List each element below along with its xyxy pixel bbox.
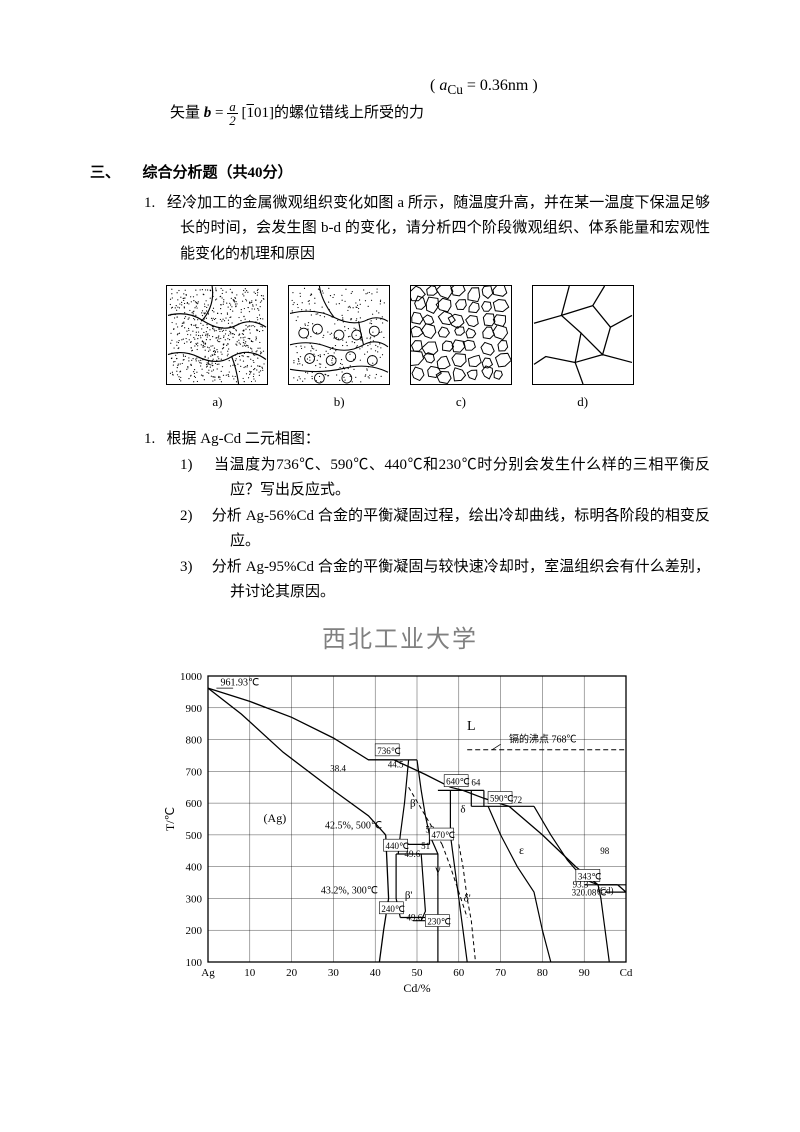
watermark-text: 西北工业大学 xyxy=(90,620,710,661)
svg-text:470℃: 470℃ xyxy=(432,830,456,840)
intro-line: ( aCu = 0.36nm ) 矢量 b = a 2 [101]的螺位错线上所… xyxy=(170,100,710,127)
svg-text:49.6: 49.6 xyxy=(404,850,420,860)
svg-text:Ag: Ag xyxy=(201,967,215,979)
q1-text: 经冷加工的金属微观组织变化如图 a 所示，随温度升高，并在某一温度下保温足够长的… xyxy=(167,195,710,262)
svg-text:590℃: 590℃ xyxy=(490,794,514,804)
section-title: 综合分析题（共40分） xyxy=(143,165,293,181)
q2-3-text: 分析 Ag-95%Cd 合金的平衡凝固与较快速冷却时，室温组织会有什么差别，并讨… xyxy=(212,559,710,601)
param-val: = 0.36nm xyxy=(463,77,528,94)
q2-1-text: 当温度为736℃、590℃、440℃和230℃时分别会发生什么样的三相平衡反应？… xyxy=(214,457,710,499)
svg-text:900: 900 xyxy=(186,703,203,715)
svg-text:40: 40 xyxy=(370,967,382,979)
intro-pre: 矢量 xyxy=(170,105,200,121)
intro-post: 的螺位错线上所受的力 xyxy=(274,105,424,121)
micro-c-svg xyxy=(410,285,512,385)
q2-num: 1. xyxy=(144,431,155,447)
micro-a-label: a) xyxy=(166,391,268,413)
svg-text:700: 700 xyxy=(186,767,203,779)
svg-text:90: 90 xyxy=(579,967,591,979)
section-3: 三、 综合分析题（共40分） 1. 经冷加工的金属微观组织变化如图 a 所示，随… xyxy=(90,161,710,1006)
svg-text:400: 400 xyxy=(186,862,203,874)
svg-text:(Ag): (Ag) xyxy=(264,812,287,826)
question-2-1: 1) 当温度为736℃、590℃、440℃和230℃时分别会发生什么样的三相平衡… xyxy=(180,453,710,504)
svg-text:70: 70 xyxy=(495,967,507,979)
svg-text:600: 600 xyxy=(186,799,203,811)
phase-diagram: 100 200 300 400 500 600 700 800 900 1000 Ag 10 20 30 4… xyxy=(160,666,640,996)
svg-text:δ': δ' xyxy=(464,893,471,905)
svg-text:80: 80 xyxy=(537,967,549,979)
svg-text:44.5: 44.5 xyxy=(388,760,404,770)
svg-text:L: L xyxy=(467,719,476,734)
svg-text:300: 300 xyxy=(186,894,203,906)
svg-text:20: 20 xyxy=(286,967,298,979)
vector-b: b xyxy=(204,105,212,121)
section-num: 三、 xyxy=(90,165,120,181)
svg-text:64: 64 xyxy=(471,778,481,788)
svg-text:β: β xyxy=(410,798,416,810)
svg-text:200: 200 xyxy=(186,926,203,938)
svg-text:10: 10 xyxy=(244,967,256,979)
svg-text:49.6: 49.6 xyxy=(407,913,423,923)
question-2-2: 2) 分析 Ag-56%Cd 合金的平衡凝固过程，绘出冷却曲线，标明各阶段的相变… xyxy=(180,504,710,555)
svg-text:240℃: 240℃ xyxy=(381,904,405,914)
micro-d: d) xyxy=(532,285,634,413)
q2-2-num: 2) xyxy=(180,508,193,524)
svg-text:60: 60 xyxy=(453,967,465,979)
svg-text:51: 51 xyxy=(421,842,430,852)
svg-text:镉的沸点 768℃: 镉的沸点 768℃ xyxy=(509,733,576,746)
q2-2-text: 分析 Ag-56%Cd 合金的平衡凝固过程，绘出冷却曲线，标明各阶段的相变反应。 xyxy=(212,508,710,550)
phase-diagram-wrap: 100 200 300 400 500 600 700 800 900 1000 Ag 10 20 30 4… xyxy=(90,666,710,1006)
svg-text:42.5%, 500℃: 42.5%, 500℃ xyxy=(325,821,382,832)
svg-text:736℃: 736℃ xyxy=(377,746,401,756)
micro-a: a) xyxy=(166,285,268,413)
svg-text:961.93℃: 961.93℃ xyxy=(221,678,260,689)
micro-c: c) xyxy=(410,285,512,413)
micro-a-svg xyxy=(166,285,268,385)
param-paren: ( aCu = 0.36nm ) xyxy=(430,72,538,102)
svg-text:δ: δ xyxy=(460,804,465,816)
micro-b-label: b) xyxy=(288,391,390,413)
svg-text:Cd: Cd xyxy=(620,967,633,979)
svg-text:640℃: 640℃ xyxy=(446,777,470,787)
svg-text:(Cd): (Cd) xyxy=(597,886,614,896)
micro-c-label: c) xyxy=(410,391,512,413)
question-1: 1. 经冷加工的金属微观组织变化如图 a 所示，随温度升高，并在某一温度下保温足… xyxy=(144,191,710,268)
micro-b: b) xyxy=(288,285,390,413)
micro-b-svg xyxy=(288,285,390,385)
micro-d-svg xyxy=(532,285,634,385)
section-header: 三、 综合分析题（共40分） xyxy=(90,165,293,181)
svg-text:43.2%, 300℃: 43.2%, 300℃ xyxy=(321,886,378,897)
svg-text:72: 72 xyxy=(513,796,522,806)
svg-text:800: 800 xyxy=(186,735,203,747)
param-sub: Cu xyxy=(447,82,463,97)
q1-num: 1. xyxy=(144,195,155,211)
svg-text:Cd/%: Cd/% xyxy=(403,981,430,995)
q2-3-num: 3) xyxy=(180,559,193,575)
question-2: 1. 根据 Ag-Cd 二元相图： xyxy=(144,427,710,453)
frac-num: a xyxy=(227,100,238,114)
svg-text:β': β' xyxy=(405,890,413,902)
miller-index: [101] xyxy=(241,105,274,121)
svg-text:100: 100 xyxy=(186,957,203,969)
svg-text:ε: ε xyxy=(519,843,524,857)
svg-text:500: 500 xyxy=(186,830,203,842)
micro-d-label: d) xyxy=(532,391,634,413)
svg-text:1000: 1000 xyxy=(180,671,203,683)
frac-den: 2 xyxy=(227,114,238,127)
svg-text:γ: γ xyxy=(434,862,441,876)
svg-text:230℃: 230℃ xyxy=(427,917,451,927)
q2-text: 根据 Ag-Cd 二元相图： xyxy=(167,431,320,447)
svg-text:38.4: 38.4 xyxy=(330,764,346,774)
svg-text:98: 98 xyxy=(600,846,610,856)
svg-text:30: 30 xyxy=(328,967,340,979)
eq-sign: = xyxy=(215,105,227,121)
question-2-3: 3) 分析 Ag-95%Cd 合金的平衡凝固与较快速冷却时，室温组织会有什么差别… xyxy=(180,555,710,606)
fraction: a 2 xyxy=(227,100,238,127)
q2-1-num: 1) xyxy=(180,457,193,473)
svg-text:50: 50 xyxy=(412,967,424,979)
microstructure-figures: a) xyxy=(90,285,710,413)
svg-text:T/℃: T/℃ xyxy=(163,807,177,831)
